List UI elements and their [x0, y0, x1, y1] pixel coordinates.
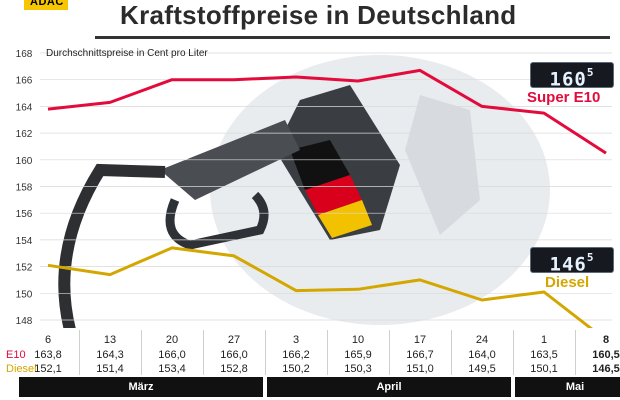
x-tick-label: 27: [227, 334, 241, 346]
y-tick-label: 166: [16, 76, 33, 87]
e10-price-display: 1605: [530, 62, 614, 90]
column-divider: [389, 330, 390, 375]
e10-value-cell: 164,3: [96, 349, 124, 361]
row-label-e10: E10: [6, 349, 26, 361]
diesel-value-cell: 153,4: [158, 363, 186, 375]
month-band: April: [267, 377, 511, 397]
x-tick-label: 20: [165, 334, 179, 346]
flag-red: [305, 175, 362, 215]
e10-line: [47, 68, 607, 155]
column-divider: [327, 330, 328, 375]
diesel-value-cell: 146,5: [592, 363, 620, 375]
y-tick-label: 160: [16, 156, 33, 167]
line-chart: 148 150 152 154 156 158 160 162 164 166 168 Durchsc…: [16, 48, 612, 328]
x-tick-label: 3: [292, 334, 300, 346]
diesel-value-cell: 151,0: [406, 363, 434, 375]
column-divider: [265, 330, 266, 375]
y-tick-label: 154: [16, 236, 33, 247]
e10-value-cell: 160,5: [592, 349, 620, 361]
fuel-pump-shape: [405, 95, 480, 235]
e10-value-cell: 163,8: [34, 349, 62, 361]
x-tick-label: 6: [44, 334, 52, 346]
x-tick-label: 17: [413, 334, 427, 346]
e10-value-cell: 163,5: [530, 349, 558, 361]
diesel-value-cell: 152,8: [220, 363, 248, 375]
flag-gold: [318, 200, 372, 238]
e10-value-cell: 166,0: [220, 349, 248, 361]
nozzle-handle: [165, 191, 269, 250]
e10-value-cell: 164,0: [468, 349, 496, 361]
diesel-value-cell: 151,4: [96, 363, 124, 375]
y-tick-label: 162: [16, 129, 33, 140]
row-label-diesel: Diesel: [6, 363, 37, 375]
y-tick-label: 164: [16, 102, 33, 113]
e10-value-cell: 166,7: [406, 349, 434, 361]
fuel-hose: [58, 163, 166, 328]
y-tick-label: 168: [16, 49, 33, 60]
column-divider: [575, 330, 576, 375]
y-tick-label: 156: [16, 209, 33, 220]
x-tick-label: 1: [540, 334, 548, 346]
adac-logo: ADAC: [24, 0, 68, 10]
e10-value-cell: 165,9: [344, 349, 372, 361]
diesel-series-label: Diesel: [545, 274, 590, 291]
y-tick-label: 152: [16, 263, 33, 274]
diesel-value-cell: 150,2: [282, 363, 310, 375]
page-title: Kraftstoffpreise in Deutschland: [120, 0, 517, 30]
y-tick-label: 150: [16, 289, 33, 300]
y-tick-label: 148: [16, 316, 33, 327]
column-divider: [203, 330, 204, 375]
e10-series-label: Super E10: [527, 89, 601, 106]
e10-value-cell: 166,0: [158, 349, 186, 361]
diesel-value-cell: 150,3: [344, 363, 372, 375]
diesel-value-cell: 150,1: [530, 363, 558, 375]
x-tick-label: 8: [602, 334, 610, 346]
y-tick-label: 158: [16, 183, 33, 194]
diesel-price-display: 1465: [530, 247, 614, 275]
x-tick-label: 24: [475, 334, 489, 346]
diesel-line: [47, 246, 593, 328]
column-divider: [141, 330, 142, 375]
chart-subtitle: Durchschnittspreise in Cent pro Liter: [46, 48, 208, 59]
e10-value-cell: 166,2: [282, 349, 310, 361]
flag-black: [290, 140, 350, 190]
x-tick-label: 10: [351, 334, 365, 346]
diesel-value-cell: 152,1: [34, 363, 62, 375]
diesel-value-cell: 149,5: [468, 363, 496, 375]
column-divider: [513, 330, 514, 375]
column-divider: [451, 330, 452, 375]
column-divider: [79, 330, 80, 375]
title-divider: [95, 36, 610, 39]
month-band: Mai: [515, 377, 620, 397]
x-tick-label: 13: [103, 334, 117, 346]
month-band: März: [19, 377, 263, 397]
